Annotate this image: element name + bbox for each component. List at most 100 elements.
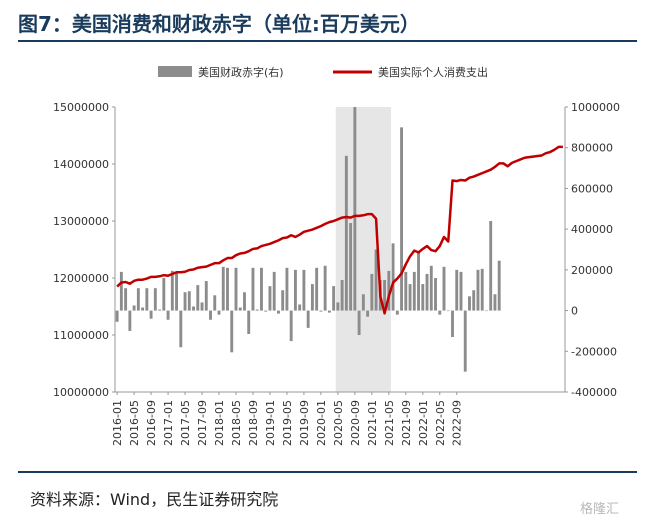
deficit-bar [366,310,370,317]
deficit-bar [480,268,484,311]
deficit-bar [391,243,395,311]
deficit-bar [141,307,145,311]
legend-line-label: 美国实际个人消费支出 [378,65,488,79]
deficit-bar [115,310,119,322]
deficit-bar [361,294,365,311]
deficit-bar [251,267,255,311]
deficit-bar [149,310,153,319]
x-tick-label: 2017-09 [196,400,209,446]
x-tick-label: 2016-01 [111,400,124,446]
deficit-bar [298,304,302,311]
deficit-bar [408,284,412,311]
deficit-bar [166,310,170,320]
deficit-bar [226,267,229,311]
x-tick-label: 2018-09 [247,400,260,446]
x-tick-label: 2022-01 [417,400,430,446]
deficit-bar [306,310,310,328]
x-tick-label: 2019-01 [264,400,277,446]
x-tick-label: 2022-05 [434,400,447,446]
x-tick-label: 2020-09 [349,400,362,446]
deficit-bar [489,221,493,311]
x-tick-label: 2019-09 [298,400,311,446]
right-tick-label: 1000000 [571,101,620,114]
right-tick-label: -200000 [571,345,617,358]
deficit-bar [463,310,467,372]
left-tick-label: 15000000 [53,101,109,114]
left-tick-label: 13000000 [53,215,109,228]
deficit-bar [374,249,378,311]
deficit-bar [417,251,420,311]
deficit-bar [264,310,268,312]
x-tick-label: 2020-05 [332,400,345,446]
deficit-bar [332,286,336,311]
deficit-bar [158,309,162,311]
deficit-bar [238,307,242,311]
deficit-bar [289,310,293,342]
watermark-logo: 格隆汇 [580,502,620,517]
legend-bar-swatch [158,66,192,77]
deficit-bar [277,310,280,314]
deficit-bar [247,310,251,334]
deficit-bar [183,292,187,311]
deficit-bar [387,270,391,311]
deficit-bar [187,291,191,311]
deficit-bar [485,310,488,312]
deficit-bar [315,267,319,311]
x-tick-label: 2021-05 [383,400,396,446]
deficit-bar [497,260,501,311]
deficit-bar [268,286,272,311]
deficit-bar [221,266,225,311]
deficit-bar [272,271,276,311]
source-rule [18,471,637,473]
deficit-bar [336,302,340,311]
deficit-bar [429,265,433,311]
deficit-bar [344,155,348,311]
left-tick-label: 10000000 [53,386,109,399]
left-tick-label: 12000000 [53,272,109,285]
deficit-bar [243,292,246,311]
chart-title: 图7：美国消费和财政赤字（单位:百万美元） [18,12,420,36]
consumption-line [116,145,563,315]
deficit-bar [425,273,429,311]
deficit-bar [310,284,314,311]
left-tick-label: 11000000 [53,329,109,342]
deficit-bar [136,288,140,311]
deficit-bar [162,278,166,311]
deficit-bar [302,269,306,311]
deficit-bar [412,271,416,311]
deficit-bar [192,306,195,311]
deficit-bar [357,310,361,335]
x-tick-label: 2018-01 [213,400,226,446]
right-tick-label: 600000 [571,182,613,195]
deficit-bar [260,267,263,311]
deficit-bar [200,302,204,311]
legend-bar-label: 美国财政赤字(右) [198,65,284,79]
deficit-bar [293,269,297,311]
deficit-bar [349,223,353,311]
x-tick-label: 2016-09 [145,400,158,446]
deficit-bar [383,280,387,311]
right-tick-label: -400000 [571,386,617,399]
deficit-bar [442,266,446,311]
deficit-bar [459,271,463,311]
deficit-bar [119,271,123,311]
deficit-bar [468,296,471,311]
x-tick-label: 2019-05 [281,400,294,446]
deficit-bar [451,310,454,338]
deficit-bar [400,127,403,311]
deficit-bar [204,281,208,311]
shaded-period [335,107,391,392]
deficit-bar [319,310,323,312]
deficit-bar [132,305,136,311]
deficit-bar [230,310,234,353]
deficit-bar [217,310,221,315]
deficit-bar [145,288,149,311]
deficit-bar [446,310,450,312]
deficit-bar [175,271,178,311]
deficit-bar [209,310,212,320]
deficit-bar [404,271,408,311]
deficit-bar [472,290,476,311]
deficit-bar [234,267,238,311]
right-tick-label: 200000 [571,264,613,277]
x-tick-label: 2017-05 [179,400,192,446]
